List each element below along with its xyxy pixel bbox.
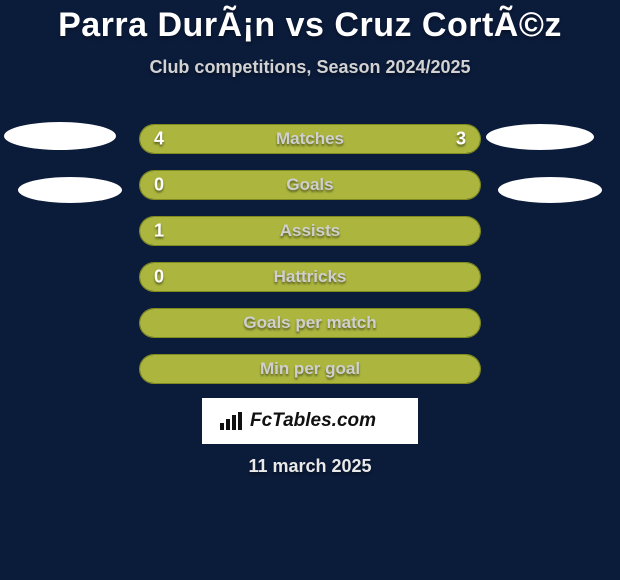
footer-date: 11 march 2025 (0, 456, 620, 477)
stat-row-assists: 1Assists (139, 216, 481, 246)
stat-row-goals: 0Goals (139, 170, 481, 200)
page-title: Parra DurÃ¡n vs Cruz CortÃ©z (0, 0, 620, 45)
comparison-card: Parra DurÃ¡n vs Cruz CortÃ©z Club compet… (0, 0, 620, 580)
branding-bars-icon (220, 412, 242, 430)
stat-label: Assists (140, 221, 480, 241)
branding-text: FcTables.com (250, 410, 376, 432)
decorative-ellipse-right-top (486, 124, 594, 150)
branding-badge: FcTables.com (202, 398, 418, 444)
stat-label: Min per goal (140, 359, 480, 379)
stat-label: Goals per match (140, 313, 480, 333)
stat-row-mpg: Min per goal (139, 354, 481, 384)
decorative-ellipse-left-bottom (18, 177, 122, 203)
stat-row-gpm: Goals per match (139, 308, 481, 338)
subtitle: Club competitions, Season 2024/2025 (0, 57, 620, 78)
decorative-ellipse-right-bottom (498, 177, 602, 203)
decorative-ellipse-left-top (4, 122, 116, 150)
stat-label: Matches (140, 129, 480, 149)
stat-rows: 43Matches 0Goals 1Assists 0Hattricks Goals p… (0, 124, 620, 400)
stat-label: Goals (140, 175, 480, 195)
stat-label: Hattricks (140, 267, 480, 287)
stat-row-matches: 43Matches (139, 124, 481, 154)
stat-row-hattricks: 0Hattricks (139, 262, 481, 292)
